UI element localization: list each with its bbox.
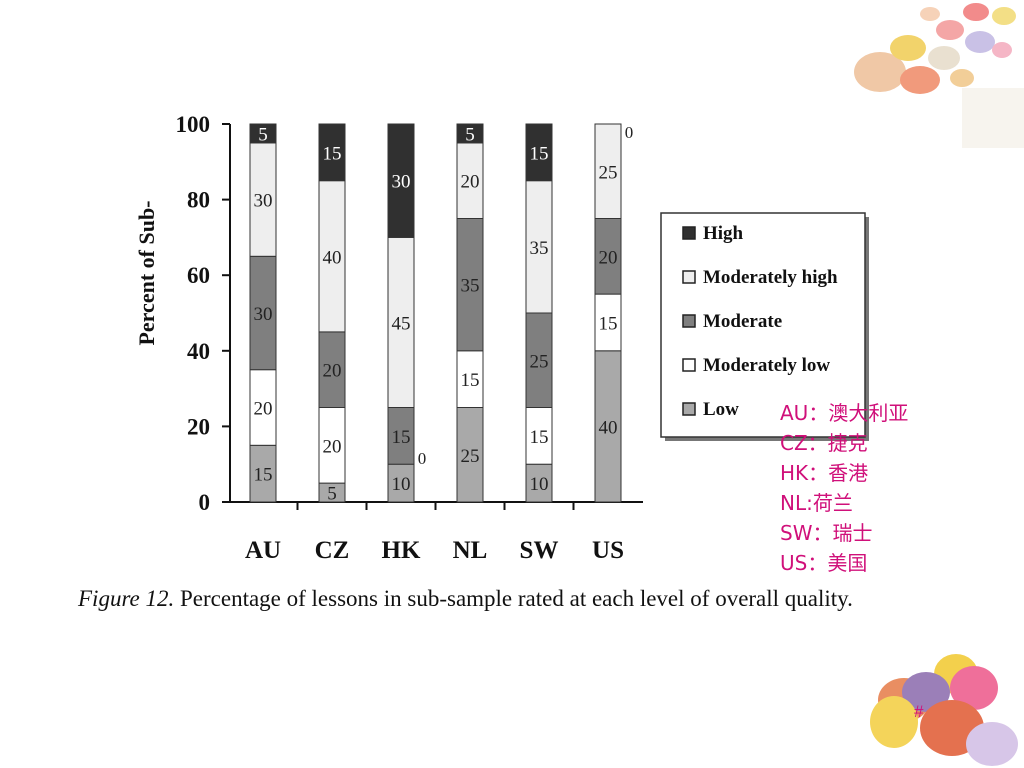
- data-label-au-moderately-low: 20: [254, 399, 273, 420]
- y-tick-label: 0: [199, 490, 211, 515]
- bar-segment-au-moderate: [249, 255, 277, 371]
- bar-segment-au-high: [249, 123, 277, 144]
- legend-label-moderately-low: Moderately low: [703, 355, 830, 376]
- bar-segment-sw-low: [525, 463, 553, 503]
- y-tick-label: 20: [187, 414, 210, 439]
- data-label-nl-high: 5: [465, 124, 475, 145]
- data-label-us-moderately-high: 25: [599, 162, 618, 183]
- data-label-cz-moderately-low: 20: [323, 436, 342, 457]
- bar-segment-cz-moderately-high: [318, 180, 346, 333]
- data-label-sw-high: 15: [530, 143, 549, 164]
- data-label-cz-moderate: 20: [323, 361, 342, 382]
- data-label-au-moderately-high: 30: [254, 191, 273, 212]
- bar-segment-nl-moderately-low: [456, 350, 484, 408]
- data-label-nl-moderately-high: 20: [461, 172, 480, 193]
- x-tick-label-au: AU: [245, 537, 281, 564]
- legend-label-moderate: Moderate: [703, 311, 782, 332]
- country-abbreviation-notes: AU：澳大利亚 CZ：捷克 HK：香港 NL:荷兰 SW：瑞士 US：美国: [780, 398, 908, 578]
- data-label-sw-moderately-high: 35: [530, 238, 549, 259]
- data-label-cz-high: 15: [323, 143, 342, 164]
- candy-eggs-bottom-decoration: [870, 654, 1018, 766]
- bar-segment-nl-low: [456, 407, 484, 503]
- bar-segment-sw-high: [525, 123, 553, 182]
- data-label-hk-high: 30: [392, 172, 411, 193]
- data-label-nl-moderate: 35: [461, 276, 480, 297]
- figure-caption: Figure 12. Percentage of lessons in sub-…: [78, 586, 853, 612]
- figure-label: Figure 12.: [78, 586, 175, 611]
- y-axis-title: Percent of Sub-: [134, 200, 159, 345]
- note-us: US：美国: [780, 551, 868, 575]
- legend-label-high: High: [703, 223, 744, 244]
- legend-swatch-moderately-low: [682, 358, 696, 372]
- x-tick-label-cz: CZ: [315, 537, 350, 564]
- bar-segment-nl-moderately-high: [456, 142, 484, 219]
- data-label-sw-moderate: 25: [530, 351, 549, 372]
- note-sw: SW：瑞士: [780, 521, 873, 545]
- x-tick-label-nl: NL: [453, 537, 488, 564]
- legend-swatch-moderate: [682, 314, 696, 328]
- data-label-hk-moderately-high: 45: [392, 313, 411, 334]
- legend-swatch-high: [682, 226, 696, 240]
- bar-segment-cz-moderately-low: [318, 407, 346, 484]
- data-label-cz-moderately-high: 40: [323, 247, 342, 268]
- bar-segment-cz-moderate: [318, 331, 346, 408]
- bar-segment-us-moderately-low: [594, 293, 622, 352]
- data-label-us-moderate: 20: [599, 247, 618, 268]
- bar-segment-sw-moderately-high: [525, 180, 553, 314]
- bar-segment-hk-moderately-high: [387, 236, 415, 408]
- data-label-hk-low: 10: [392, 474, 411, 495]
- data-label-sw-low: 10: [530, 474, 549, 495]
- data-label-us-moderately-low: 15: [599, 313, 618, 334]
- data-label-au-high: 5: [258, 124, 268, 145]
- bar-segment-cz-high: [318, 123, 346, 182]
- data-label-hk-moderate: 15: [392, 427, 411, 448]
- note-nl: NL:荷兰: [780, 491, 853, 515]
- data-label-hk-moderately-low: 0: [418, 449, 427, 468]
- data-label-us-high: 0: [625, 123, 634, 142]
- note-hk: HK：香港: [780, 461, 869, 485]
- data-label-au-low: 15: [254, 465, 273, 486]
- bar-segment-us-low: [594, 350, 622, 503]
- legend-swatch-moderately-high: [682, 270, 696, 284]
- data-label-us-low: 40: [599, 417, 618, 438]
- data-label-nl-low: 25: [461, 446, 480, 467]
- y-tick-label: 100: [176, 112, 211, 137]
- legend-label-moderately-high: Moderately high: [703, 267, 838, 288]
- bar-segment-nl-high: [456, 123, 484, 144]
- data-label-sw-moderately-low: 15: [530, 427, 549, 448]
- data-label-au-moderate: 30: [254, 304, 273, 325]
- note-cz: CZ：捷克: [780, 431, 868, 455]
- bar-segment-au-moderately-high: [249, 142, 277, 257]
- note-au: AU：澳大利亚: [780, 401, 909, 425]
- data-label-nl-moderately-low: 15: [461, 370, 480, 391]
- y-tick-label: 80: [187, 188, 210, 213]
- x-tick-label-us: US: [592, 537, 624, 564]
- caption-text: Percentage of lessons in sub-sample rate…: [174, 586, 853, 611]
- bar-segment-us-moderately-high: [594, 123, 622, 219]
- data-label-cz-low: 5: [327, 484, 337, 505]
- x-tick-label-sw: SW: [520, 537, 559, 564]
- candy-eggs-top-decoration: [854, 3, 1024, 148]
- y-tick-label: 60: [187, 263, 210, 288]
- bar-segment-au-moderately-low: [249, 369, 277, 446]
- y-tick-label: 40: [187, 339, 210, 364]
- legend-label-low: Low: [703, 399, 739, 420]
- slide-number: #: [914, 702, 924, 721]
- legend-swatch-low: [682, 402, 696, 416]
- bar-segment-sw-moderate: [525, 312, 553, 408]
- x-tick-label-hk: HK: [382, 537, 421, 564]
- bar-segment-hk-high: [387, 123, 415, 238]
